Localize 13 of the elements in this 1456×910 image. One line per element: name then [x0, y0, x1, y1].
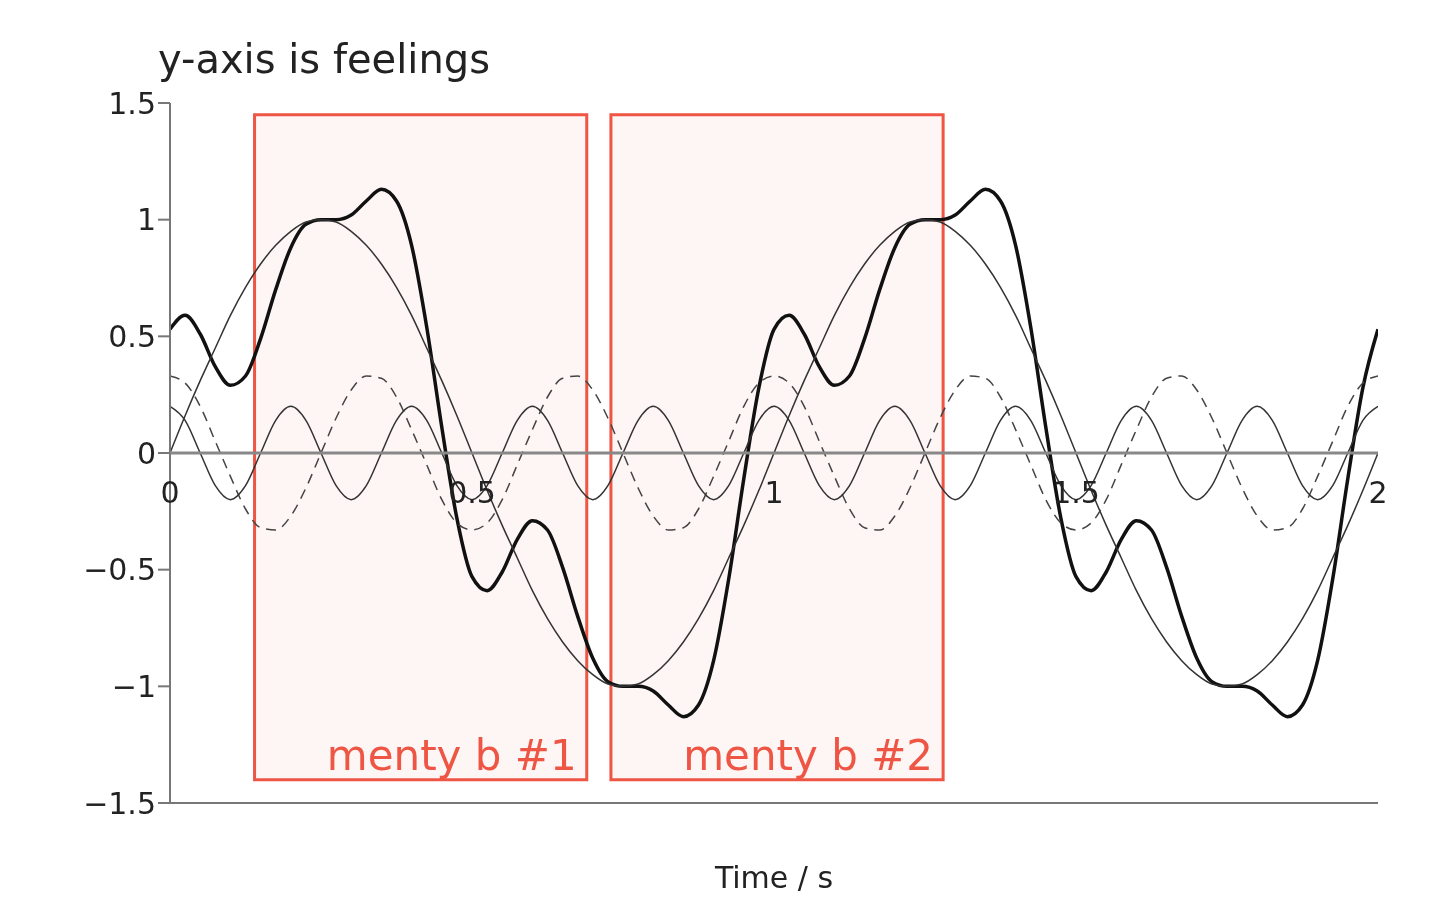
y-tick-label: −1	[111, 668, 156, 704]
chart-title: y-axis is feelings	[158, 36, 491, 82]
x-tick-label: 2	[1368, 475, 1388, 510]
y-tick-label: −1.5	[83, 785, 156, 821]
y-tick-label: 0	[136, 435, 156, 471]
band-label: menty b #2	[683, 730, 934, 780]
y-tick-label: 1	[136, 202, 156, 238]
x-axis-title: Time / s	[713, 860, 834, 895]
y-tick-label: 1.5	[108, 85, 156, 121]
y-tick-label: −0.5	[83, 552, 156, 588]
x-tick-label: 1	[764, 475, 784, 510]
band-label: menty b #1	[326, 730, 577, 780]
y-tick-label: 0.5	[108, 318, 156, 354]
